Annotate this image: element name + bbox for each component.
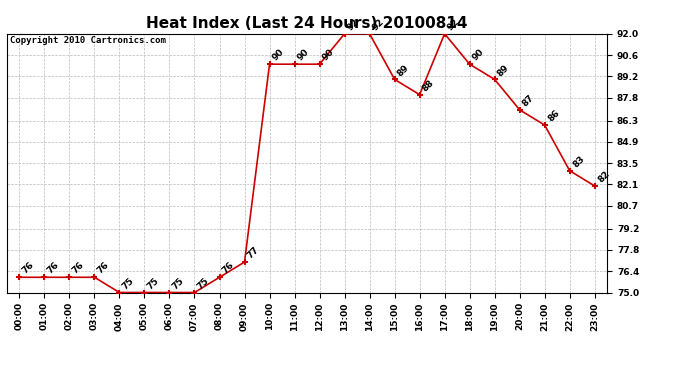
Text: 90: 90 [271, 48, 286, 63]
Text: 90: 90 [321, 48, 336, 63]
Text: 92: 92 [371, 17, 386, 32]
Text: 82: 82 [596, 170, 611, 184]
Text: 77: 77 [246, 245, 262, 261]
Text: 75: 75 [196, 276, 211, 291]
Text: 87: 87 [521, 93, 536, 108]
Text: 75: 75 [171, 276, 186, 291]
Text: 90: 90 [471, 48, 486, 63]
Text: 92: 92 [446, 17, 462, 32]
Text: 86: 86 [546, 108, 561, 124]
Title: Heat Index (Last 24 Hours) 20100814: Heat Index (Last 24 Hours) 20100814 [146, 16, 468, 31]
Text: Copyright 2010 Cartronics.com: Copyright 2010 Cartronics.com [10, 36, 166, 45]
Text: 83: 83 [571, 154, 586, 170]
Text: 76: 76 [71, 261, 86, 276]
Text: 75: 75 [146, 276, 161, 291]
Text: 88: 88 [421, 78, 436, 93]
Text: 92: 92 [346, 17, 362, 32]
Text: 90: 90 [296, 48, 311, 63]
Text: 89: 89 [496, 63, 511, 78]
Text: 76: 76 [21, 261, 36, 276]
Text: 76: 76 [46, 261, 61, 276]
Text: 89: 89 [396, 63, 411, 78]
Text: 75: 75 [121, 276, 136, 291]
Text: 76: 76 [221, 261, 236, 276]
Text: 76: 76 [96, 261, 111, 276]
